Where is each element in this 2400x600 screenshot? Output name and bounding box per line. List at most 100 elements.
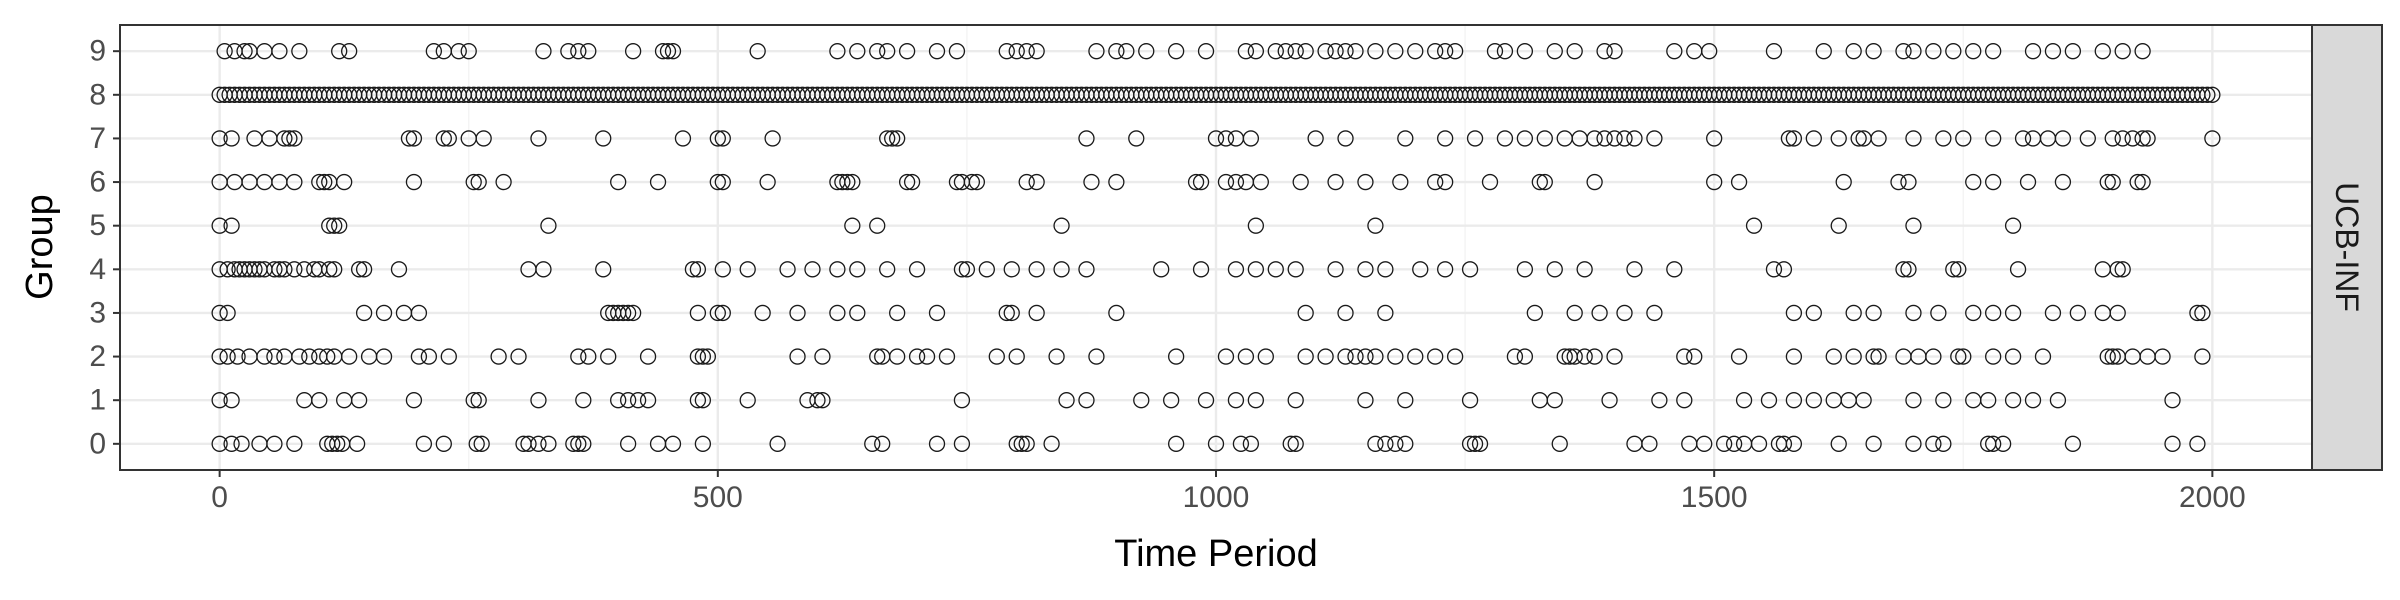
data-point [1586, 348, 1603, 365]
data-point [749, 43, 766, 60]
data-point [1785, 348, 1803, 365]
data-point [1646, 130, 1663, 147]
data-point [1706, 173, 1723, 191]
data-point [219, 304, 236, 322]
data-point [649, 173, 667, 191]
data-point [1606, 130, 1623, 147]
data-point [1297, 304, 1314, 322]
x-tick-label: 1500 [1681, 481, 1748, 514]
data-point [530, 392, 547, 409]
x-tick-label: 500 [693, 481, 743, 514]
data-point [1397, 130, 1414, 147]
data-point [938, 348, 956, 365]
data-point [1267, 43, 1284, 60]
data-point [639, 348, 657, 365]
data-point [898, 43, 916, 60]
data-point [714, 130, 731, 147]
data-point [1437, 261, 1454, 278]
data-point [350, 261, 368, 278]
data-point [1028, 43, 1045, 60]
data-point [1945, 43, 1962, 60]
data-point [1008, 43, 1025, 60]
data-point [1153, 261, 1170, 278]
minor-gridlines [468, 25, 1964, 470]
data-point [301, 348, 318, 365]
data-point [316, 173, 333, 191]
data-point [1128, 130, 1145, 147]
data-point [1392, 173, 1409, 191]
data-point [2019, 173, 2037, 191]
data-point [321, 261, 338, 278]
data-point [1187, 173, 1205, 191]
data-point [844, 217, 861, 234]
data-point [1905, 130, 1922, 147]
data-point [2004, 348, 2022, 365]
data-point [1437, 173, 1454, 191]
data-point [580, 348, 597, 365]
data-point [2064, 43, 2082, 60]
data-point [595, 130, 612, 147]
data-point [2054, 173, 2072, 191]
data-point [2099, 173, 2116, 191]
data-point [1242, 435, 1260, 452]
data-point [236, 43, 253, 60]
data-point [1865, 435, 1882, 452]
data-point [1725, 435, 1743, 452]
data-point [1965, 173, 1982, 191]
data-point [1427, 348, 1444, 365]
data-point [211, 217, 228, 234]
data-point [1347, 348, 1364, 365]
data-point [1955, 348, 1972, 365]
data-point [1516, 43, 1534, 60]
data-point [699, 348, 717, 365]
data-point [1546, 43, 1563, 60]
y-tick-label: 1 [89, 384, 106, 417]
data-point [789, 348, 806, 365]
data-point [1526, 304, 1543, 322]
data-point [2014, 130, 2032, 147]
data-point [1167, 435, 1185, 452]
data-point [1536, 130, 1553, 147]
data-point [1108, 173, 1125, 191]
data-point [375, 304, 393, 322]
data-point [1945, 261, 1962, 278]
data-point [1516, 348, 1534, 365]
data-point [903, 173, 921, 191]
data-point [390, 261, 408, 278]
data-point [1337, 130, 1354, 147]
data-point [1347, 43, 1364, 60]
data-point [1207, 435, 1225, 452]
data-point [953, 261, 971, 278]
data-point [1900, 261, 1917, 278]
data-point [968, 173, 986, 191]
data-point [1905, 304, 1922, 322]
data-point [1925, 348, 1942, 365]
data-point [1227, 392, 1245, 409]
data-point [1785, 304, 1803, 322]
y-tick-label: 3 [89, 296, 106, 329]
data-point [664, 43, 682, 60]
data-point [1367, 43, 1384, 60]
data-point [1466, 130, 1484, 147]
data-point [849, 304, 866, 322]
data-point [908, 348, 926, 365]
data-point [1088, 348, 1105, 365]
data-point [1696, 435, 1713, 452]
data-point [709, 304, 726, 322]
data-point [1775, 435, 1793, 452]
data-point [1586, 173, 1603, 191]
data-point [1785, 392, 1803, 409]
data-point [1028, 304, 1045, 322]
data-point [580, 43, 597, 60]
data-point [1118, 43, 1135, 60]
y-axis-title: Group [19, 194, 61, 300]
data-point [1965, 43, 1982, 60]
data-point [2194, 86, 2211, 103]
data-point [1387, 435, 1404, 452]
data-point [1412, 261, 1429, 278]
data-point [211, 304, 228, 322]
data-point [1745, 217, 1763, 234]
data-point [1506, 348, 1524, 365]
data-point [405, 130, 423, 147]
data-point [1407, 43, 1424, 60]
